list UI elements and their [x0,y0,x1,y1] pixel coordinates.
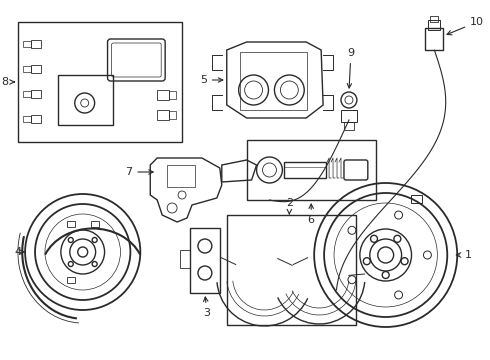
Text: 8: 8 [1,77,14,87]
Bar [91,221,98,227]
Text: 3: 3 [203,297,210,318]
Bar [23,116,31,122]
Bar [58,75,113,125]
Bar [227,215,356,325]
Bar [411,195,422,203]
Bar [284,162,326,178]
Bar [31,115,41,123]
Bar [169,111,176,119]
Bar [344,122,354,130]
Bar [180,250,190,268]
Bar [430,16,439,22]
Text: 7: 7 [125,167,153,177]
Bar [341,110,357,122]
Text: 10: 10 [447,17,484,35]
Bar [167,165,195,187]
Text: 4: 4 [14,247,24,257]
Text: 1: 1 [456,250,472,260]
Text: 5: 5 [200,75,223,85]
Bar [240,52,307,110]
Bar [67,221,75,227]
Text: 2: 2 [286,198,293,214]
Bar [157,110,169,120]
Text: 6: 6 [308,204,315,225]
Bar [18,22,182,142]
Bar [31,65,41,73]
Bar [428,20,441,30]
Bar [246,140,376,200]
Bar [23,41,31,47]
Bar [23,66,31,72]
Bar [67,277,75,283]
Bar [190,228,220,293]
Bar [23,91,31,97]
Bar [31,90,41,98]
Bar [157,90,169,100]
Bar [31,40,41,48]
Bar [425,28,443,50]
Bar [169,91,176,99]
Text: 9: 9 [347,48,354,88]
